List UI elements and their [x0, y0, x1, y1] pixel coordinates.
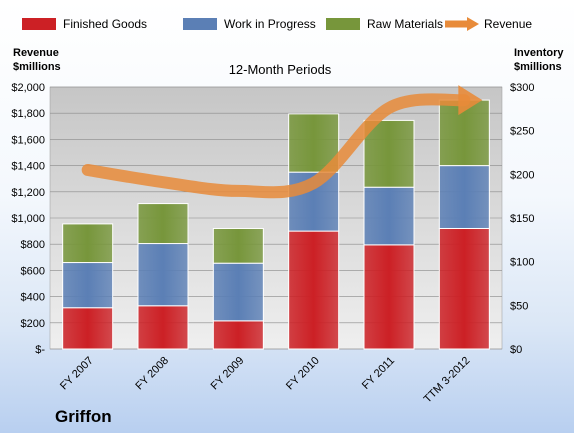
x-axis-tick-label: FY 2009: [209, 355, 247, 393]
legend-item: Revenue: [445, 17, 532, 31]
left-axis-tick-label: $200: [21, 318, 45, 330]
revenue-line-layer: [81, 85, 483, 199]
x-axis-tick-label: FY 2011: [360, 355, 397, 392]
bar-segment: [288, 230, 340, 350]
bar-segment: [363, 186, 415, 246]
left-axis-tick-label: $2,000: [11, 82, 45, 94]
company-name: Griffon: [55, 407, 112, 426]
x-axis-tick-label: FY 2010: [284, 355, 322, 393]
left-axis-tick-label: $1,400: [11, 161, 45, 173]
right-axis-title-line2: $millions: [514, 61, 562, 73]
gridlines: [50, 86, 502, 350]
right-axis-tick-label: $0: [510, 344, 522, 356]
left-axis-title-line2: $millions: [13, 61, 61, 73]
left-axis-tick-label: $1,200: [11, 187, 45, 199]
bar-segment: [363, 244, 415, 350]
bar-segment: [212, 227, 264, 264]
right-axis-title-line1: Inventory: [514, 47, 564, 59]
legend: Finished Goods Work in Progress Raw Materi…: [22, 17, 532, 31]
bar-segment: [212, 320, 264, 350]
right-axis-tick-label: $100: [510, 257, 534, 269]
x-axis-tick-label: FY 2007: [58, 355, 96, 393]
bar-segment: [137, 305, 189, 350]
bar-segment: [62, 262, 114, 309]
left-axis-tick-label: $800: [21, 239, 45, 251]
right-axis-tick-label: $300: [510, 82, 534, 94]
right-axis-tick-label: $200: [510, 169, 534, 181]
bar-segment: [62, 307, 114, 350]
legend-item: Raw Materials: [326, 17, 443, 31]
right-axis-tick-label: $250: [510, 126, 534, 138]
svg-text:Raw Materials: Raw Materials: [367, 17, 443, 31]
left-axis-tick-label: $-: [35, 344, 45, 356]
svg-text:Work in Progress: Work in Progress: [224, 17, 316, 31]
legend-item: Work in Progress: [183, 17, 316, 31]
bar-segment: [438, 227, 490, 350]
plot-title: 12-Month Periods: [229, 62, 332, 77]
left-axis-title-line1: Revenue: [13, 47, 59, 59]
legend-item: Finished Goods: [22, 17, 147, 31]
revenue-arrowhead: [458, 85, 483, 116]
bar-segment: [212, 262, 264, 322]
right-axis-tick-label: $50: [510, 300, 528, 312]
bar-segment: [137, 243, 189, 307]
bar-segment: [137, 203, 189, 245]
revenue-line: [81, 93, 471, 199]
x-axis-tick-label: TTM 3-2012: [422, 355, 473, 406]
svg-text:Revenue: Revenue: [484, 17, 532, 31]
left-axis-tick-label: $1,800: [11, 108, 45, 120]
left-axis-tick-label: $600: [21, 265, 45, 277]
bars: [62, 99, 490, 350]
svg-text:Finished Goods: Finished Goods: [63, 17, 147, 31]
left-axis-tick-label: $1,000: [11, 213, 45, 225]
left-axis-tick-label: $400: [21, 292, 45, 304]
right-axis-tick-label: $150: [510, 213, 534, 225]
bar-segment: [62, 223, 114, 264]
bar-segment: [438, 165, 490, 229]
x-axis-tick-label: FY 2008: [133, 355, 171, 393]
bar-segment: [363, 119, 415, 188]
left-axis-tick-label: $1,600: [11, 134, 45, 146]
